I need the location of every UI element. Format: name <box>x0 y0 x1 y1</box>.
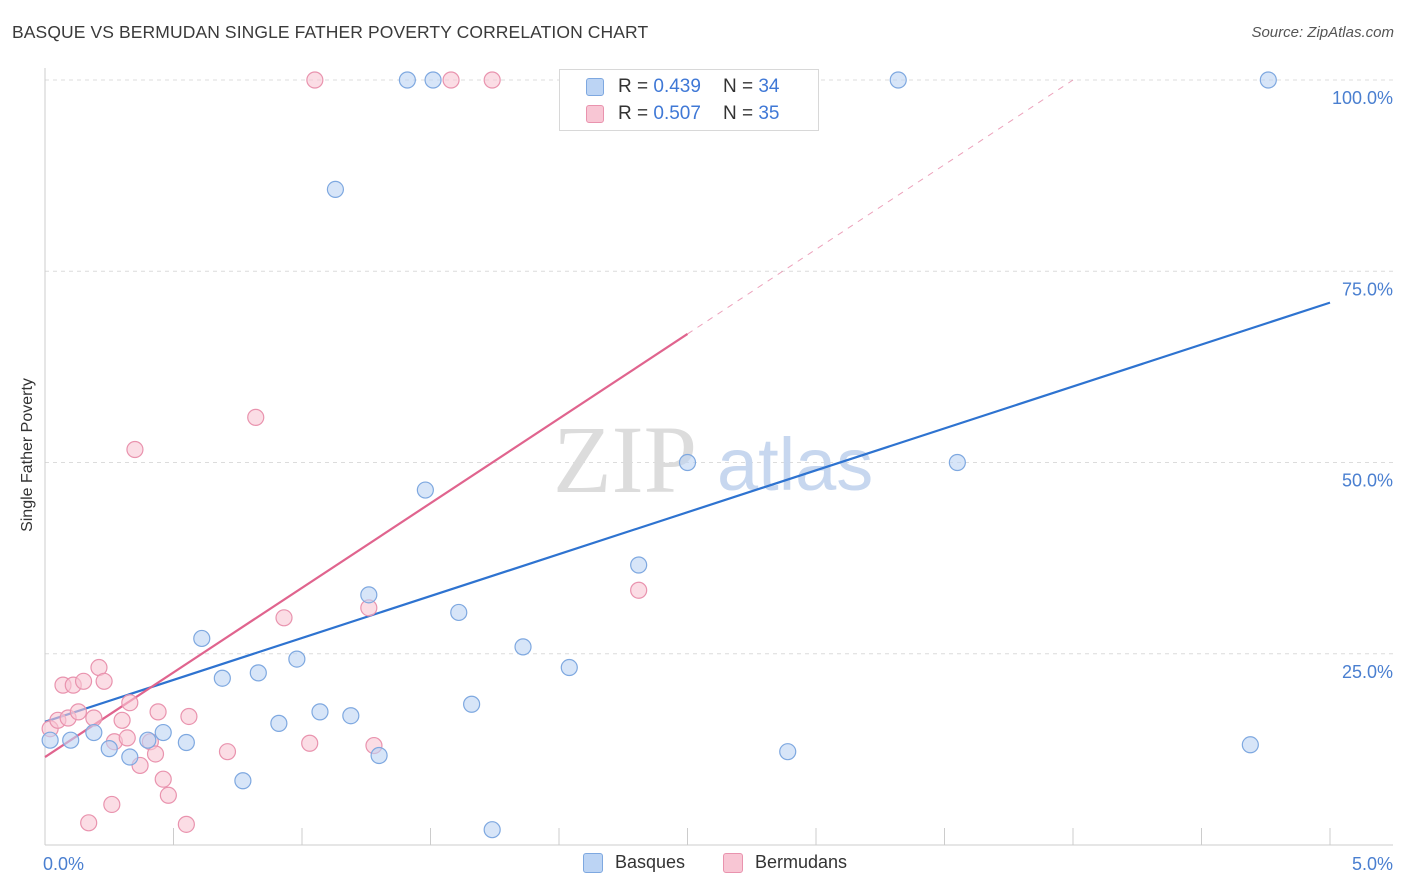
point-bermudans <box>80 814 98 832</box>
legend-swatch-basques <box>586 78 604 96</box>
point-basques <box>154 723 172 742</box>
legend-label-basques: Basques <box>615 852 686 872</box>
point-basques <box>424 71 442 89</box>
legend-n-label: N = <box>722 103 754 124</box>
point-bermudans <box>85 709 103 727</box>
point-basques <box>889 71 907 89</box>
point-bermudans <box>121 694 139 712</box>
point-bermudans <box>149 703 167 721</box>
point-bermudans <box>218 743 237 761</box>
legend-row-bermudans: R = 0.507 N = 35 <box>586 101 779 127</box>
chart-source: Source: ZipAtlas.com <box>1251 24 1394 41</box>
point-bermudans <box>275 609 293 627</box>
legend-r-label: R = <box>618 76 649 97</box>
point-basques <box>213 669 231 687</box>
trend-lines <box>44 79 1331 758</box>
point-basques <box>85 723 103 742</box>
legend-item-bermudans[interactable]: Bermudans <box>723 852 847 873</box>
point-basques <box>514 638 532 656</box>
point-bermudans <box>247 408 265 426</box>
point-basques <box>41 731 59 749</box>
point-basques <box>463 695 481 713</box>
point-basques <box>779 743 797 761</box>
legend-row-basques: R = 0.439 N = 34 <box>586 74 779 100</box>
point-basques <box>1259 71 1277 89</box>
point-basques <box>139 731 157 749</box>
point-bermudans <box>483 71 501 89</box>
trend-line-bermudans-extension <box>687 79 1074 335</box>
axes <box>44 68 1393 846</box>
watermark: ZIP atlas <box>553 406 873 513</box>
point-basques <box>270 714 288 732</box>
legend-n-value: 35 <box>758 103 780 124</box>
y-tick-label: 25.0% <box>1342 662 1393 682</box>
legend-item-basques[interactable]: Basques <box>583 852 685 873</box>
point-bermudans <box>118 729 136 747</box>
point-basques <box>948 453 966 472</box>
chart-title: BASQUE VS BERMUDAN SINGLE FATHER POVERTY… <box>12 22 649 42</box>
stats-legend: R = 0.439 N = 34 R = 0.507 N = 35 <box>559 69 819 131</box>
point-basques <box>416 481 434 499</box>
point-basques <box>234 772 252 790</box>
point-bermudans <box>630 581 648 599</box>
point-bermudans <box>69 703 88 721</box>
point-basques <box>678 453 697 472</box>
point-bermudans <box>442 71 460 89</box>
point-bermudans <box>74 672 93 690</box>
point-basques <box>311 703 329 721</box>
point-bermudans <box>146 745 165 763</box>
point-basques <box>193 629 211 648</box>
trend-line-basques <box>44 301 1331 723</box>
point-basques <box>560 658 578 677</box>
point-basques <box>360 586 378 604</box>
legend-r-value: 0.439 <box>653 76 701 97</box>
point-basques <box>1241 736 1259 754</box>
legend-n-value: 34 <box>758 76 780 97</box>
point-basques <box>177 733 195 752</box>
y-tick-label: 75.0% <box>1342 279 1393 299</box>
gridlines <box>45 79 1393 655</box>
point-basques <box>450 603 468 622</box>
legend-label-bermudans: Bermudans <box>755 852 848 872</box>
point-bermudans <box>113 711 131 729</box>
point-bermudans <box>177 815 195 833</box>
point-bermudans <box>306 71 324 89</box>
legend-swatch-bermudans <box>723 852 743 873</box>
point-bermudans <box>103 795 121 814</box>
point-basques <box>121 748 139 766</box>
watermark-atlas: atlas <box>717 423 873 506</box>
point-bermudans <box>95 672 113 690</box>
trend-line-bermudans <box>44 333 689 758</box>
point-basques <box>630 556 648 574</box>
point-bermudans <box>159 786 177 804</box>
point-basques <box>288 650 306 668</box>
legend-n-label: N = <box>722 76 754 97</box>
point-basques <box>62 731 80 749</box>
point-bermudans <box>126 440 144 459</box>
point-basques <box>326 180 345 198</box>
point-basques <box>370 746 388 765</box>
series-legend: Basques Bermudans <box>0 852 1406 878</box>
point-bermudans <box>154 770 172 788</box>
legend-swatch-bermudans <box>586 105 604 123</box>
legend-r-label: R = <box>618 103 649 124</box>
point-basques <box>483 821 501 839</box>
point-basques <box>249 664 267 682</box>
point-basques <box>398 71 416 89</box>
watermark-zip: ZIP <box>553 406 697 513</box>
y-tick-label: 50.0% <box>1342 471 1393 491</box>
data-points <box>41 71 1277 839</box>
legend-r-value: 0.507 <box>653 103 701 124</box>
x-tick-label: 5.0% <box>1352 854 1393 874</box>
x-tick-label: 0.0% <box>43 854 84 874</box>
point-bermudans <box>301 734 319 752</box>
y-tick-label: 100.0% <box>1332 88 1393 108</box>
point-bermudans <box>180 707 198 726</box>
point-basques <box>342 707 360 725</box>
tick-labels: 25.0% 50.0% 75.0% 100.0% 0.0% 5.0% <box>43 88 1393 874</box>
legend-swatch-basques <box>583 852 603 873</box>
point-basques <box>100 740 118 758</box>
